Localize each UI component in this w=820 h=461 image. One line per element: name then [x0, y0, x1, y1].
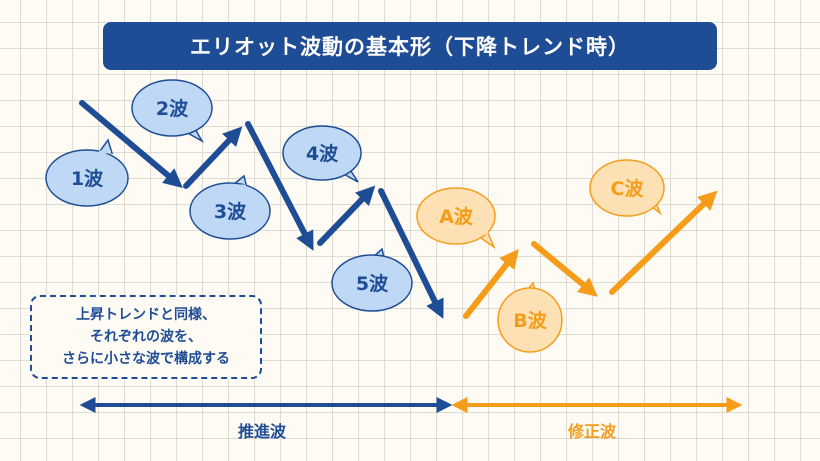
waveA-arrow	[463, 248, 519, 319]
wave5-label: 5波	[356, 272, 389, 295]
page-title: エリオット波動の基本形（下降トレンド時）	[103, 22, 717, 70]
note-line-2: それぞれの波を、	[90, 329, 202, 345]
wave3-arrow	[245, 121, 314, 251]
wave2-bubble: 2波	[131, 79, 213, 143]
wave3-label: 3波	[214, 200, 247, 223]
note-line-3: さらに小さな波で構成する	[62, 351, 230, 367]
wave1-arrow	[79, 100, 183, 188]
wave2-label: 2波	[156, 97, 189, 120]
corrective-phase-label: 修正波	[568, 422, 617, 441]
wave1-bubble: 1波	[45, 138, 129, 207]
wave2-arrow	[183, 126, 243, 189]
waveB-bubble: B波	[497, 281, 563, 353]
wave4-label: 4波	[306, 142, 339, 165]
waveB-arrow	[531, 241, 598, 297]
waveC-bubble: C波	[589, 159, 665, 217]
wave3-bubble: 3波	[189, 174, 271, 240]
waveC-label: C波	[611, 177, 645, 200]
wave4-arrow	[317, 185, 376, 246]
impulse-phase-label: 推進波	[238, 422, 287, 441]
waveB-label: B波	[513, 309, 547, 332]
waveC-arrow	[609, 190, 718, 295]
wave5-arrow	[378, 188, 444, 319]
note-box: 上昇トレンドと同様、 それぞれの波を、 さらに小さな波で構成する	[30, 295, 262, 379]
wave1-label: 1波	[71, 167, 104, 190]
waveA-bubble: A波	[416, 187, 496, 250]
note-line-1: 上昇トレンドと同様、	[76, 307, 216, 323]
wave4-bubble: 4波	[282, 125, 362, 183]
wave5-bubble: 5波	[331, 247, 413, 312]
waveA-label: A波	[439, 205, 474, 228]
